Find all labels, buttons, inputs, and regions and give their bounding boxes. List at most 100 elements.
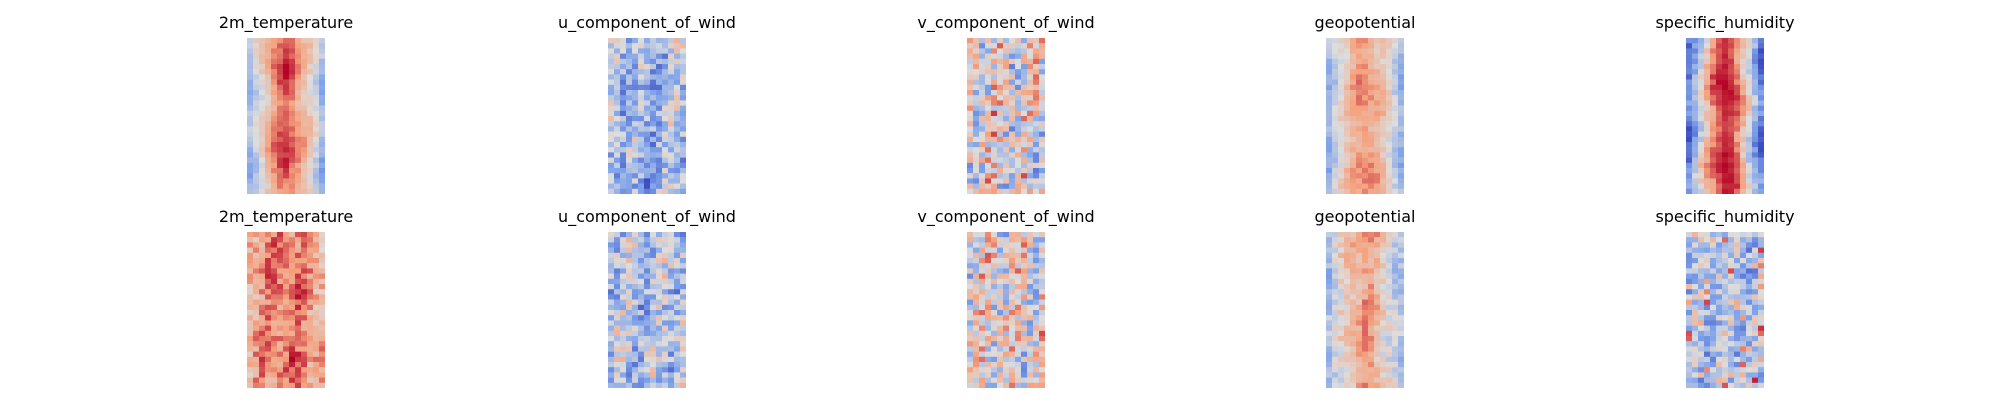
- heatmap-cell-5-23-6: [1716, 152, 1722, 157]
- heatmap-cell-6-2-13: [319, 237, 325, 242]
- heatmap-cell-1-25-3: [259, 163, 265, 168]
- heatmap-cell-10-11-11: [1746, 284, 1752, 289]
- heatmap-cell-2-29-4: [626, 184, 632, 189]
- heatmap-cell-7-18-2: [614, 320, 620, 325]
- heatmap-cell-9-7-3: [1338, 263, 1344, 268]
- heatmap-cell-2-5-7: [644, 59, 650, 64]
- heatmap-cell-2-11-2: [614, 90, 620, 95]
- heatmap-cell-8-8-8: [1009, 268, 1015, 273]
- heatmap-cell-4-4-7: [1362, 54, 1368, 59]
- heatmap-cell-1-30-10: [301, 189, 307, 194]
- heatmap-cell-5-29-6: [1716, 184, 1722, 189]
- heatmap-cell-3-8-4: [985, 74, 991, 79]
- heatmap-cell-7-3-13: [680, 242, 686, 247]
- heatmap-cell-1-11-13: [319, 90, 325, 95]
- heatmap-cell-10-8-12: [1752, 268, 1758, 273]
- heatmap-cell-4-8-10: [1380, 74, 1386, 79]
- heatmap-cell-9-2-6: [1356, 237, 1362, 242]
- heatmap-cell-4-2-7: [1362, 43, 1368, 48]
- heatmap-cell-8-2-12: [1033, 237, 1039, 242]
- heatmap-cell-4-1-10: [1380, 38, 1386, 43]
- heatmap-cell-7-6-1: [608, 258, 614, 263]
- heatmap-cell-3-2-1: [967, 43, 973, 48]
- heatmap-cell-4-24-7: [1362, 158, 1368, 163]
- heatmap-cell-3-17-9: [1015, 121, 1021, 126]
- heatmap-cell-2-21-3: [620, 142, 626, 147]
- heatmap-cell-3-27-5: [991, 173, 997, 178]
- heatmap-cell-5-22-7: [1722, 147, 1728, 152]
- heatmap-cell-5-1-13: [1758, 38, 1764, 43]
- heatmap-cell-2-9-10: [662, 80, 668, 85]
- heatmap-cell-2-27-13: [680, 173, 686, 178]
- heatmap-cell-4-18-2: [1332, 126, 1338, 131]
- heatmap-cell-8-29-6: [997, 378, 1003, 383]
- heatmap-cell-2-22-1: [608, 147, 614, 152]
- heatmap-cell-8-20-6: [997, 331, 1003, 336]
- heatmap-cell-2-26-13: [680, 168, 686, 173]
- heatmap-cell-7-9-10: [662, 274, 668, 279]
- heatmap-cell-7-9-6: [638, 274, 644, 279]
- heatmap-cell-2-3-6: [638, 48, 644, 53]
- heatmap-cell-5-25-6: [1716, 163, 1722, 168]
- heatmap-cell-6-4-13: [319, 248, 325, 253]
- heatmap-cell-7-27-10: [662, 367, 668, 372]
- heatmap-cell-6-15-10: [301, 305, 307, 310]
- heatmap-cell-7-12-12: [674, 289, 680, 294]
- heatmap-cell-3-14-6: [997, 106, 1003, 111]
- heatmap-cell-5-23-8: [1728, 152, 1734, 157]
- heatmap-cell-2-13-6: [638, 100, 644, 105]
- heatmap-cell-8-22-11: [1027, 341, 1033, 346]
- heatmap-cell-6-6-12: [313, 258, 319, 263]
- heatmap-cell-6-13-13: [319, 294, 325, 299]
- heatmap-cell-8-27-9: [1015, 367, 1021, 372]
- heatmap-cell-6-6-9: [295, 258, 301, 263]
- heatmap-cell-6-7-6: [277, 263, 283, 268]
- heatmap-cell-5-26-10: [1740, 168, 1746, 173]
- heatmap-cell-1-7-2: [253, 69, 259, 74]
- heatmap-cell-5-13-4: [1704, 100, 1710, 105]
- heatmap-cell-1-19-4: [265, 132, 271, 137]
- heatmap-cell-9-29-3: [1338, 378, 1344, 383]
- heatmap-cell-6-17-8: [289, 315, 295, 320]
- heatmap-cell-10-23-11: [1746, 346, 1752, 351]
- heatmap-cell-5-3-10: [1740, 48, 1746, 53]
- heatmap-cell-6-2-9: [295, 237, 301, 242]
- heatmap-cell-3-21-1: [967, 142, 973, 147]
- heatmap-cell-10-8-9: [1734, 268, 1740, 273]
- heatmap-cell-2-7-8: [650, 69, 656, 74]
- heatmap-cell-10-10-2: [1692, 279, 1698, 284]
- heatmap-cell-5-25-3: [1698, 163, 1704, 168]
- heatmap-cell-1-12-4: [265, 95, 271, 100]
- heatmap-cell-6-25-5: [271, 357, 277, 362]
- heatmap-cell-4-9-4: [1344, 80, 1350, 85]
- heatmap-cell-6-18-4: [265, 320, 271, 325]
- heatmap-cell-7-8-5: [632, 268, 638, 273]
- heatmap-cell-6-14-4: [265, 300, 271, 305]
- heatmap-cell-9-7-5: [1350, 263, 1356, 268]
- heatmap-cell-10-21-10: [1740, 336, 1746, 341]
- heatmap-cell-1-5-13: [319, 59, 325, 64]
- heatmap-cell-4-24-9: [1374, 158, 1380, 163]
- heatmap-cell-7-29-10: [662, 378, 668, 383]
- heatmap-cell-3-28-10: [1021, 178, 1027, 183]
- heatmap-cell-9-20-13: [1398, 331, 1404, 336]
- heatmap-cell-7-24-3: [620, 352, 626, 357]
- heatmap-cell-6-26-5: [271, 362, 277, 367]
- heatmap-cell-7-20-7: [644, 331, 650, 336]
- heatmap-cell-8-14-7: [1003, 300, 1009, 305]
- heatmap-cell-7-5-10: [662, 253, 668, 258]
- heatmap-cell-7-2-9: [656, 237, 662, 242]
- heatmap-cell-9-12-11: [1386, 289, 1392, 294]
- heatmap-cell-2-28-5: [632, 178, 638, 183]
- heatmap-cell-10-4-5: [1710, 248, 1716, 253]
- heatmap-cell-7-8-12: [674, 268, 680, 273]
- heatmap-cell-1-8-1: [247, 74, 253, 79]
- heatmap-cell-1-2-11: [307, 43, 313, 48]
- heatmap-cell-5-24-11: [1746, 158, 1752, 163]
- heatmap-cell-4-21-6: [1356, 142, 1362, 147]
- heatmap-cell-1-23-6: [277, 152, 283, 157]
- heatmap-cell-2-9-1: [608, 80, 614, 85]
- heatmap-cell-6-16-5: [271, 310, 277, 315]
- heatmap-cell-3-2-12: [1033, 43, 1039, 48]
- heatmap-cell-3-19-3: [979, 132, 985, 137]
